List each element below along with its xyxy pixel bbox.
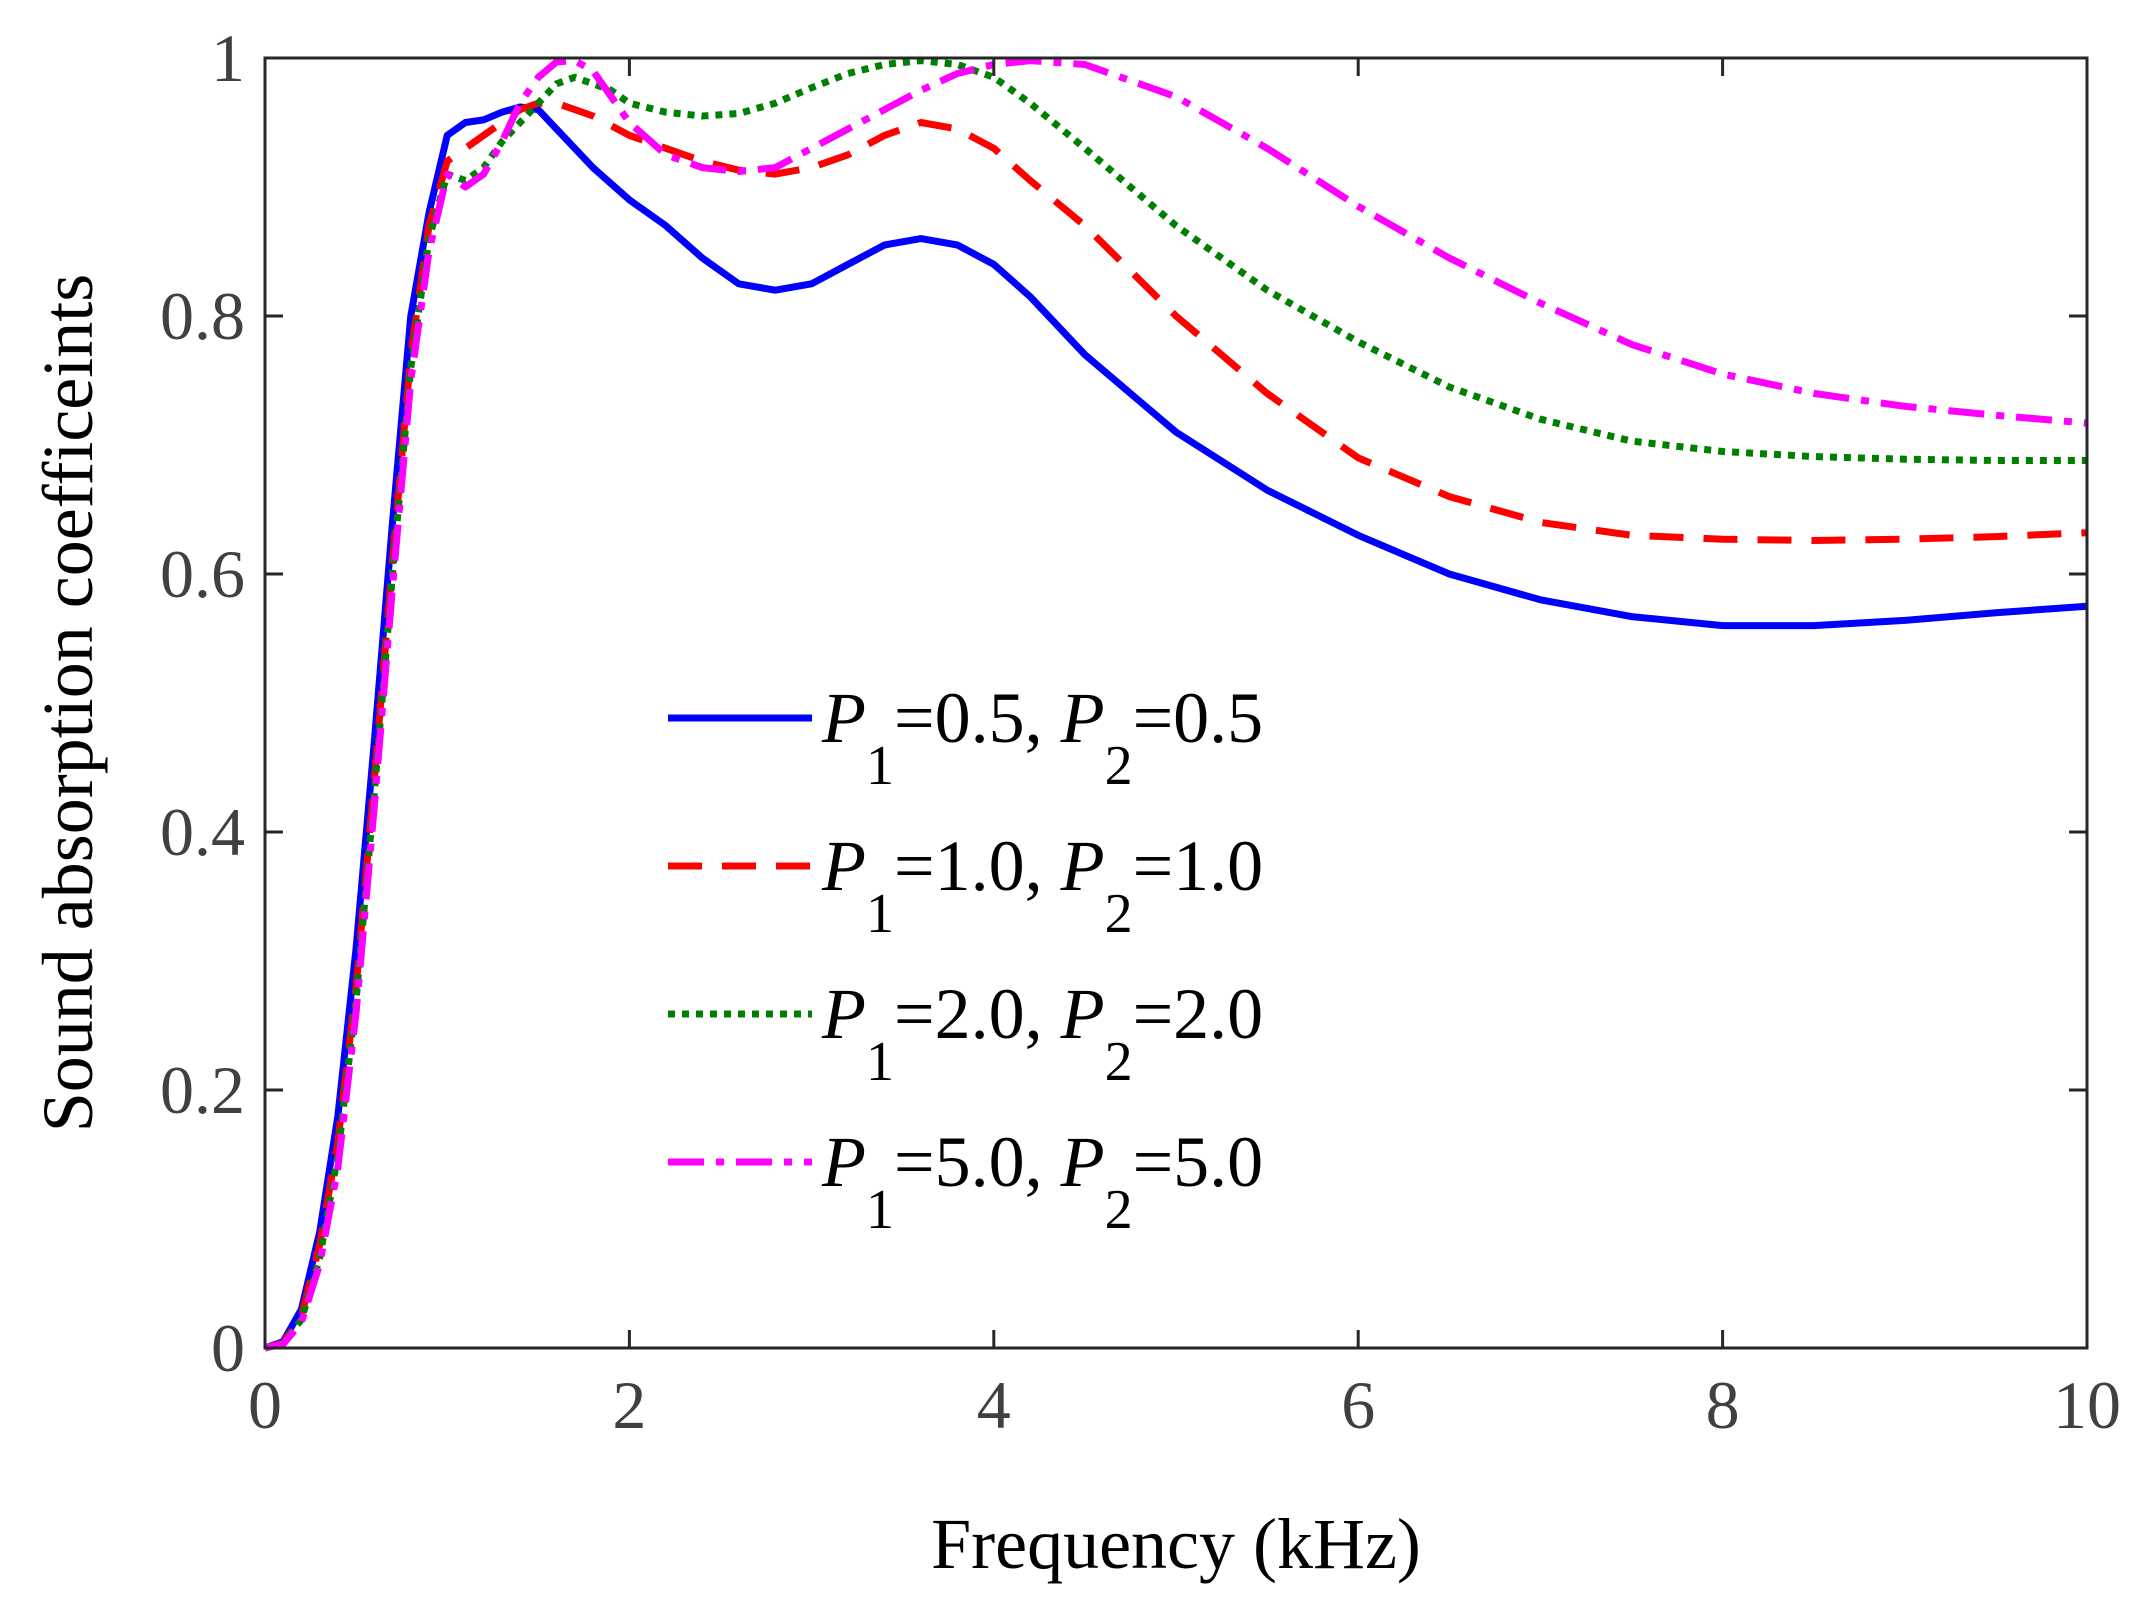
y-tick-label: 0.8 <box>160 278 245 354</box>
x-tick-label: 8 <box>1706 1367 1740 1443</box>
legend-label-4: P1=5.0, P2=5.0 <box>821 1122 1263 1241</box>
y-tick-label: 0.4 <box>160 794 245 870</box>
x-tick-label: 10 <box>2053 1367 2121 1443</box>
tick-layer: 0 2 4 6 8 10 0 0.2 0.4 0.6 0.8 1 <box>160 20 2121 1443</box>
legend-label-2: P1=1.0, P2=1.0 <box>821 826 1263 945</box>
x-axis-title: Frequency (kHz) <box>931 1504 1421 1584</box>
x-tick-label: 2 <box>612 1367 646 1443</box>
x-tick-label: 6 <box>1341 1367 1375 1443</box>
legend-label-3: P1=2.0, P2=2.0 <box>821 974 1263 1093</box>
legend: P1=0.5, P2=0.5 P1=1.0, P2=1.0 P1=2.0, P2=2… <box>668 678 1263 1241</box>
x-tick-label: 0 <box>248 1367 282 1443</box>
y-tick-label: 0.6 <box>160 536 245 612</box>
x-tick-label: 4 <box>977 1367 1011 1443</box>
y-tick-label: 1 <box>211 20 245 96</box>
y-axis-title: Sound absorption coefficeints <box>28 274 108 1133</box>
y-tick-label: 0 <box>211 1310 245 1386</box>
series-layer <box>263 57 2088 1352</box>
series-line-4 <box>264 57 2088 1352</box>
plot-frame <box>263 56 2089 1350</box>
legend-label-1: P1=0.5, P2=0.5 <box>821 678 1263 797</box>
y-tick-label: 0.2 <box>160 1052 245 1128</box>
